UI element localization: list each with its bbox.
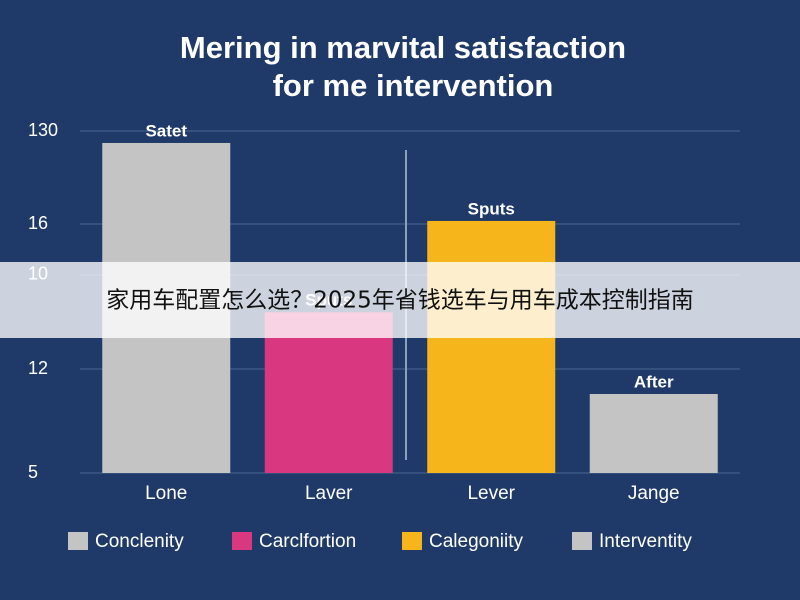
y-tick-label: 130 [28, 120, 58, 140]
legend-label: Interventity [599, 531, 692, 552]
banner-text: 家用车配置怎么选？2025年省钱选车与用车成本控制指南 [106, 288, 694, 314]
legend: Conclenity Carclfortion Calegoniity Interve… [68, 531, 692, 552]
x-tick-label: Lever [467, 483, 515, 504]
bar-label: Satet [145, 121, 187, 140]
x-tick-label: Jange [628, 483, 680, 504]
banner-bg [0, 262, 800, 338]
x-tick-label: Laver [305, 483, 353, 504]
legend-label: Calegoniity [429, 531, 523, 552]
bar [264, 312, 393, 473]
bar-label: After [634, 372, 674, 391]
y-tick-label: 5 [28, 462, 38, 482]
legend-swatch [68, 532, 88, 550]
legend-label: Conclenity [95, 531, 184, 552]
legend-swatch [402, 532, 422, 550]
bar-label: Sputs [468, 199, 515, 218]
chart-title: for me intervention [273, 68, 554, 103]
chart-title: Mering in marvital satisfaction [180, 30, 626, 65]
y-tick-label: 16 [28, 213, 48, 233]
legend-swatch [572, 532, 592, 550]
legend-swatch [232, 532, 252, 550]
bar [589, 393, 718, 473]
legend-label: Carclfortion [259, 531, 356, 552]
x-tick-label: Lone [145, 483, 187, 504]
y-tick-label: 12 [28, 358, 48, 378]
bar [427, 220, 556, 473]
